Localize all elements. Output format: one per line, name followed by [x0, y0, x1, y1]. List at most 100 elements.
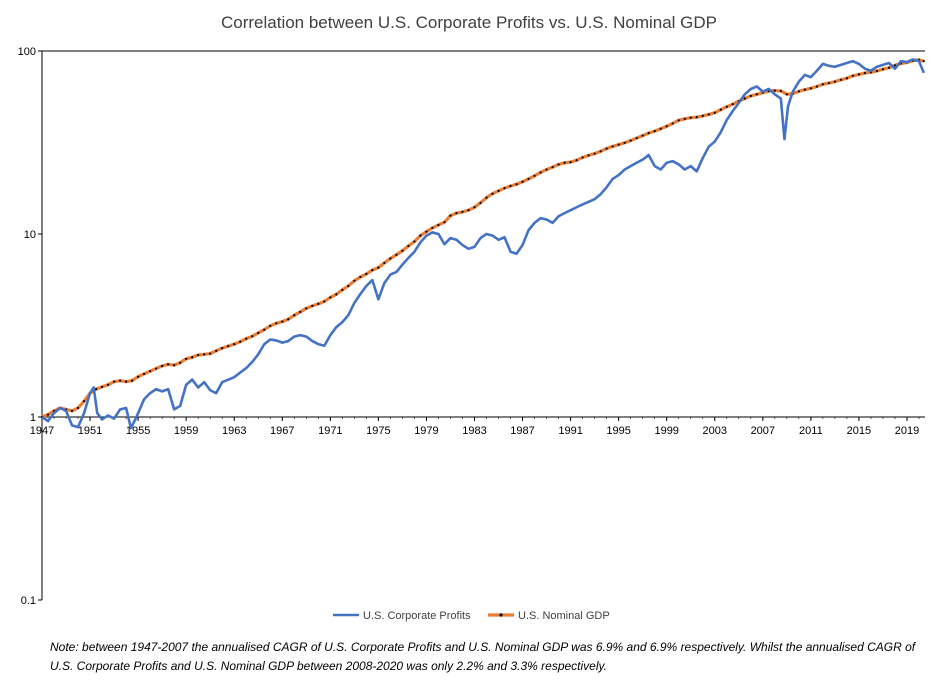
- x-tick-label: 2011: [799, 425, 823, 437]
- gdp-point: [359, 275, 362, 279]
- x-tick-label: 1947: [30, 425, 54, 437]
- gdp-point: [779, 89, 782, 93]
- u-s-nominal-gdp-line: [41, 58, 925, 419]
- gdp-point: [143, 372, 146, 375]
- gdp-point: [845, 77, 849, 80]
- gdp-point: [131, 379, 134, 382]
- gdp-point: [467, 209, 470, 212]
- gdp-point: [70, 409, 74, 412]
- gdp-point: [851, 74, 855, 77]
- gdp-point: [731, 103, 734, 106]
- gdp-point: [665, 125, 668, 128]
- gdp-point: [112, 380, 116, 383]
- gdp-point: [281, 320, 284, 323]
- gdp-point: [695, 116, 698, 119]
- x-tick-label: 2003: [703, 425, 727, 437]
- legend-gdp-label: U.S. Nominal GDP: [518, 610, 610, 622]
- gdp-point: [707, 113, 710, 116]
- gdp-point: [161, 364, 164, 368]
- gdp-point: [383, 261, 386, 265]
- gdp-point: [863, 71, 867, 75]
- x-tick-label: 1963: [222, 425, 246, 437]
- gdp-point: [815, 85, 818, 88]
- gdp-point: [335, 293, 338, 296]
- gdp-point: [94, 388, 98, 391]
- gdp-point: [581, 156, 584, 159]
- gdp-point: [311, 304, 314, 307]
- gdp-point: [839, 78, 843, 81]
- gdp-point: [527, 177, 530, 181]
- gdp-point: [173, 364, 176, 367]
- gdp-point: [827, 81, 830, 85]
- gdp-point: [821, 83, 824, 86]
- gdp-point: [323, 300, 326, 303]
- x-tick-label: 1999: [654, 425, 678, 437]
- gdp-point: [431, 226, 434, 229]
- gdp-point: [407, 244, 410, 248]
- gdp-point: [209, 352, 212, 355]
- gdp-point: [509, 184, 512, 188]
- gdp-point: [533, 174, 536, 177]
- gdp-point: [106, 383, 110, 386]
- gdp-point: [719, 108, 722, 111]
- y-tick-label: 10: [24, 229, 36, 241]
- x-tick-label: 2007: [751, 425, 775, 437]
- gdp-point: [365, 272, 368, 276]
- gdp-point: [713, 111, 716, 114]
- gdp-point: [239, 340, 242, 343]
- gdp-point: [659, 127, 662, 130]
- gdp-point: [437, 223, 440, 227]
- gdp-point: [329, 296, 332, 299]
- gdp-point: [605, 147, 608, 150]
- gdp-point: [203, 353, 206, 356]
- gdp-point: [677, 119, 680, 122]
- gdp-point: [551, 166, 554, 169]
- gdp-point: [449, 214, 452, 217]
- chart-title: Correlation between U.S. Corporate Profi…: [221, 13, 717, 32]
- gdp-point: [100, 385, 104, 389]
- gdp-point: [647, 131, 650, 135]
- gdp-point: [875, 69, 879, 73]
- gdp-point: [455, 212, 458, 215]
- footnote: Note: between 1947-2007 the annualised C…: [50, 640, 916, 673]
- y-tick-label: 100: [18, 46, 36, 58]
- gdp-point: [671, 122, 674, 125]
- gdp-point: [185, 357, 188, 360]
- gdp-point: [803, 88, 806, 91]
- x-tick-label: 1971: [318, 425, 342, 437]
- gdp-point: [257, 331, 260, 335]
- gdp-point: [755, 93, 758, 96]
- gdp-point: [587, 154, 590, 157]
- gdp-point: [857, 73, 861, 76]
- gdp-point: [377, 266, 380, 269]
- gdp-point: [233, 343, 236, 346]
- gdp-point: [785, 93, 788, 96]
- gdp-point: [293, 314, 296, 317]
- gdp-point: [347, 284, 350, 288]
- gdp-point: [137, 375, 140, 378]
- gdp-point: [599, 150, 602, 153]
- gdp-point: [46, 413, 50, 416]
- x-tick-label: 1995: [606, 425, 630, 437]
- gdp-point: [503, 187, 506, 190]
- gdp-point: [569, 161, 572, 164]
- x-tick-label: 1987: [510, 425, 534, 437]
- x-tick-label: 2015: [847, 425, 871, 437]
- gdp-point: [125, 380, 128, 383]
- gdp-point: [269, 324, 272, 327]
- y-tick-label: 1: [30, 412, 36, 424]
- gdp-point: [371, 268, 374, 272]
- gdp-point: [491, 192, 494, 195]
- legend-gdp-marker: [499, 613, 503, 617]
- gdp-point: [227, 345, 230, 348]
- gdp-point: [623, 141, 626, 144]
- x-tick-label: 1975: [366, 425, 390, 437]
- gdp-point: [683, 117, 686, 120]
- gdp-point: [701, 114, 704, 117]
- gdp-point: [773, 89, 776, 92]
- x-tick-label: 1991: [558, 425, 582, 437]
- gdp-point: [689, 116, 692, 119]
- legend-profits-label: U.S. Corporate Profits: [363, 610, 471, 622]
- series-layer: [40, 58, 926, 430]
